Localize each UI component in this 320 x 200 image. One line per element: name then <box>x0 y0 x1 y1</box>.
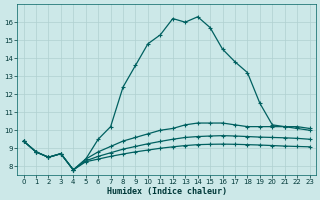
X-axis label: Humidex (Indice chaleur): Humidex (Indice chaleur) <box>107 187 227 196</box>
